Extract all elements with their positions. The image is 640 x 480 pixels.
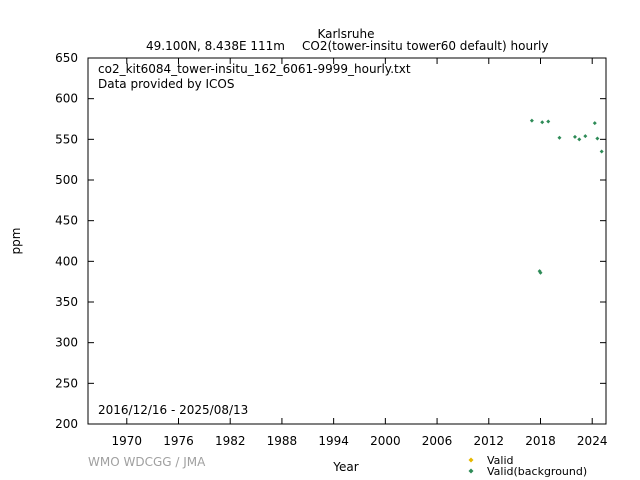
x-tick-label: 2024 bbox=[577, 434, 608, 448]
x-tick-label: 2012 bbox=[474, 434, 505, 448]
chart-subtitle-location: 49.100N, 8.438E 111m bbox=[146, 39, 285, 53]
chart-title: Karlsruhe bbox=[317, 27, 374, 41]
x-tick-label: 1982 bbox=[215, 434, 246, 448]
data-point bbox=[546, 119, 551, 124]
x-axis: 1970 1976 1982 1988 1994 2000 2006 2012 2018 2024 bbox=[112, 58, 608, 448]
data-points bbox=[529, 0, 604, 275]
date-range-label: 2016/12/16 - 2025/08/13 bbox=[98, 403, 248, 417]
chart-subtitle-dataset: CO2(tower-insitu tower60 default) hourly bbox=[302, 39, 548, 53]
file-label: co2_kit6084_tower-insitu_162_6061-9999_h… bbox=[98, 62, 411, 76]
data-point bbox=[577, 137, 582, 142]
y-tick-label: 600 bbox=[55, 92, 78, 106]
y-tick-label: 350 bbox=[55, 295, 78, 309]
y-tick-label: 500 bbox=[55, 173, 78, 187]
y-tick-label: 250 bbox=[55, 376, 78, 390]
plot-area bbox=[87, 57, 607, 425]
x-tick-label: 2018 bbox=[525, 434, 556, 448]
x-tick-label: 1976 bbox=[163, 434, 194, 448]
data-point bbox=[592, 121, 597, 126]
legend-marker bbox=[468, 457, 474, 463]
x-tick-label: 1970 bbox=[112, 434, 143, 448]
y-tick-label: 450 bbox=[55, 214, 78, 228]
data-point bbox=[572, 134, 577, 139]
data-point bbox=[583, 134, 588, 139]
y-axis: 200 250 300 350 400 450 500 550 600 650 bbox=[55, 51, 606, 431]
x-tick-label: 1988 bbox=[267, 434, 298, 448]
data-point bbox=[595, 136, 600, 141]
legend-marker bbox=[468, 468, 474, 474]
x-tick-label: 2006 bbox=[422, 434, 453, 448]
data-point bbox=[599, 149, 604, 154]
legend-label: Valid(background) bbox=[487, 465, 587, 478]
x-tick-label: 1994 bbox=[318, 434, 349, 448]
y-tick-label: 400 bbox=[55, 254, 78, 268]
x-axis-label: Year bbox=[332, 460, 358, 474]
data-point bbox=[538, 270, 543, 275]
credit-text: WMO WDCGG / JMA bbox=[88, 455, 206, 469]
data-point bbox=[540, 120, 545, 125]
y-tick-label: 300 bbox=[55, 336, 78, 350]
y-tick-label: 200 bbox=[55, 417, 78, 431]
legend-label: Valid bbox=[487, 454, 514, 467]
data-point bbox=[557, 135, 562, 140]
y-tick-label: 650 bbox=[55, 51, 78, 65]
y-tick-label: 550 bbox=[55, 132, 78, 146]
y-axis-label: ppm bbox=[9, 228, 23, 255]
x-tick-label: 2000 bbox=[370, 434, 401, 448]
data-point bbox=[529, 118, 534, 123]
provider-label: Data provided by ICOS bbox=[98, 77, 234, 91]
